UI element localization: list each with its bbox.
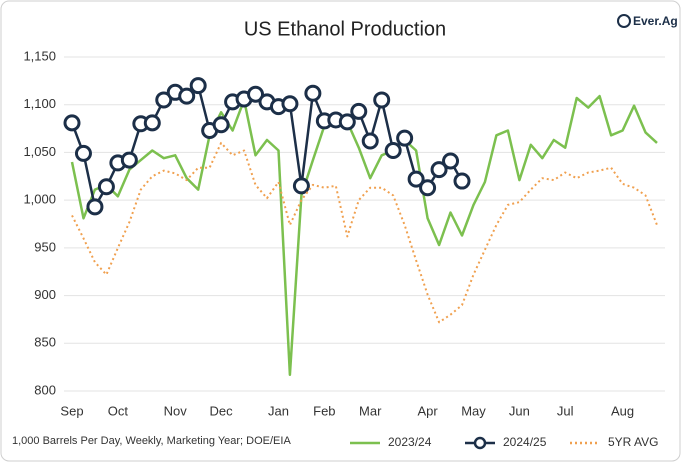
point-marker [212,116,230,134]
point-marker [292,177,310,195]
x-tick-label: Dec [210,403,234,418]
point-marker [350,102,368,120]
x-tick-label: Jan [268,403,289,418]
y-tick-label: 900 [34,287,56,302]
point-marker [120,151,138,169]
x-tick-label: Feb [313,403,335,418]
point-marker [373,91,391,109]
point-marker [155,91,173,109]
point-marker [247,85,265,103]
point-marker [178,87,196,105]
point-marker [442,152,460,170]
point-marker [86,198,104,216]
x-tick-label: May [461,403,486,418]
point-marker [396,129,414,147]
point-marker [304,84,322,102]
point-marker [419,179,437,197]
footnote: 1,000 Barrels Per Day, Weekly, Marketing… [12,435,291,447]
legend-label: 2024/25 [503,435,547,449]
point-marker [74,144,92,162]
point-marker [407,170,425,188]
x-tick-label: Jun [509,403,530,418]
point-marker [189,77,207,95]
y-tick-label: 950 [34,239,56,254]
chart-title: US Ethanol Production [244,18,446,40]
series-line [70,94,658,377]
logo-icon [617,14,631,28]
y-tick-label: 1,000 [23,192,56,207]
x-tick-label: Mar [359,403,382,418]
x-tick-label: Apr [417,403,438,418]
x-tick-label: Aug [611,403,634,418]
point-marker [384,142,402,160]
x-tick-label: Nov [164,403,188,418]
x-tick-label: Sep [60,403,83,418]
x-tick-label: Oct [108,403,129,418]
y-tick-label: 850 [34,335,56,350]
point-marker [63,114,81,132]
legend-label: 2023/24 [388,435,432,449]
y-tick-label: 1,100 [23,96,56,111]
point-marker [281,95,299,113]
legend-label: 5YR AVG [608,435,658,449]
y-tick-label: 1,150 [23,48,56,63]
x-tick-label: Jul [557,403,574,418]
y-tick-label: 1,050 [23,144,56,159]
point-marker [97,178,115,196]
point-marker [453,172,471,190]
point-marker [143,114,161,132]
legend-marker [473,436,487,450]
point-marker [338,113,356,131]
point-marker [361,132,379,150]
logo: Ever.Ag [633,14,678,28]
y-tick-label: 800 [34,382,56,397]
point-marker [430,161,448,179]
